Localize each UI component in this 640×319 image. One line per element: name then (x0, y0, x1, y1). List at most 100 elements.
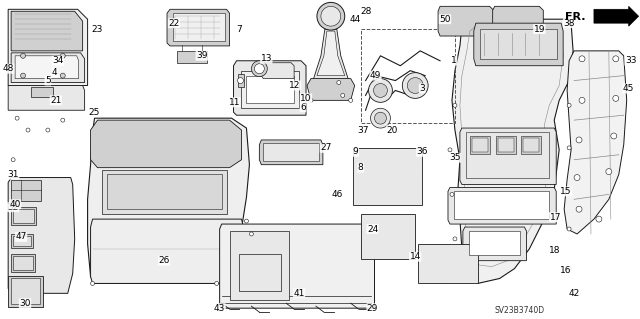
Circle shape (567, 267, 571, 271)
Bar (173, 13, 225, 41)
Text: 40: 40 (10, 200, 21, 209)
Polygon shape (564, 51, 627, 234)
Text: 43: 43 (214, 304, 225, 313)
Circle shape (450, 192, 454, 197)
Text: 11: 11 (228, 98, 240, 107)
Circle shape (26, 128, 30, 132)
Polygon shape (220, 224, 374, 308)
Circle shape (579, 56, 585, 62)
Text: SV23B3740D: SV23B3740D (495, 306, 545, 315)
Bar (237, 74, 244, 87)
Polygon shape (438, 6, 495, 36)
Bar (418, 244, 478, 284)
Text: 37: 37 (357, 126, 369, 135)
Circle shape (369, 78, 392, 102)
Circle shape (606, 169, 612, 174)
Text: 4: 4 (52, 68, 58, 77)
Bar (11, 180, 41, 201)
Text: 17: 17 (550, 213, 561, 222)
Circle shape (567, 188, 571, 191)
Circle shape (60, 53, 65, 58)
Text: 49: 49 (370, 71, 381, 80)
Text: 31: 31 (8, 170, 19, 179)
Bar (108, 174, 221, 209)
Bar (13, 236, 31, 246)
Circle shape (252, 61, 268, 77)
Circle shape (453, 237, 457, 241)
Text: FR.: FR. (566, 12, 586, 22)
Text: 44: 44 (350, 15, 362, 24)
Text: 8: 8 (358, 163, 364, 172)
Text: 36: 36 (417, 147, 428, 156)
Text: 22: 22 (168, 19, 180, 28)
Polygon shape (448, 188, 556, 224)
Text: 13: 13 (260, 54, 272, 63)
Polygon shape (313, 29, 349, 81)
Text: 33: 33 (625, 56, 636, 65)
Bar (365, 218, 412, 255)
Bar (13, 209, 34, 223)
Bar (466, 132, 549, 178)
Polygon shape (594, 6, 639, 26)
Bar (360, 214, 415, 259)
Circle shape (15, 116, 19, 120)
Polygon shape (167, 9, 230, 46)
Circle shape (244, 219, 248, 223)
Text: 21: 21 (50, 96, 61, 105)
Polygon shape (11, 11, 83, 51)
Text: 12: 12 (289, 81, 301, 90)
Circle shape (20, 53, 26, 58)
Circle shape (374, 112, 387, 124)
Circle shape (403, 73, 428, 98)
Text: 47: 47 (15, 233, 27, 241)
Circle shape (317, 2, 345, 30)
Polygon shape (307, 78, 355, 100)
Polygon shape (234, 61, 306, 115)
Circle shape (214, 281, 219, 286)
Bar (230, 231, 289, 300)
Bar (472, 138, 488, 152)
Circle shape (91, 281, 95, 286)
Circle shape (612, 95, 619, 101)
Circle shape (612, 56, 619, 62)
Text: 30: 30 (19, 299, 31, 308)
Text: 48: 48 (3, 64, 14, 73)
Text: 10: 10 (300, 94, 312, 103)
Circle shape (567, 227, 571, 231)
Circle shape (596, 216, 602, 222)
Bar (8, 276, 43, 307)
Circle shape (309, 98, 313, 102)
Polygon shape (261, 63, 294, 78)
Bar (13, 256, 33, 270)
Circle shape (371, 108, 390, 128)
Bar (495, 136, 515, 154)
Text: 18: 18 (548, 246, 560, 255)
Circle shape (254, 64, 264, 74)
Polygon shape (91, 120, 241, 168)
Polygon shape (460, 128, 556, 184)
Text: 38: 38 (563, 19, 575, 28)
Text: 20: 20 (387, 126, 398, 135)
Polygon shape (317, 31, 345, 76)
Text: 42: 42 (568, 289, 580, 298)
Circle shape (340, 93, 345, 97)
Text: 45: 45 (623, 84, 634, 93)
Circle shape (576, 206, 582, 212)
Circle shape (453, 103, 457, 107)
Bar (31, 87, 53, 97)
Text: 35: 35 (449, 153, 461, 162)
Text: 1: 1 (451, 56, 457, 65)
Bar (102, 170, 227, 214)
Circle shape (374, 84, 387, 97)
Text: 26: 26 (158, 256, 170, 265)
Bar (360, 29, 455, 123)
Bar (454, 191, 549, 219)
Text: 23: 23 (92, 25, 103, 33)
Circle shape (46, 128, 50, 132)
Circle shape (567, 146, 571, 150)
Polygon shape (11, 53, 84, 83)
Text: 46: 46 (331, 190, 342, 199)
Circle shape (574, 174, 580, 181)
Bar (469, 231, 520, 255)
Bar (522, 136, 541, 154)
